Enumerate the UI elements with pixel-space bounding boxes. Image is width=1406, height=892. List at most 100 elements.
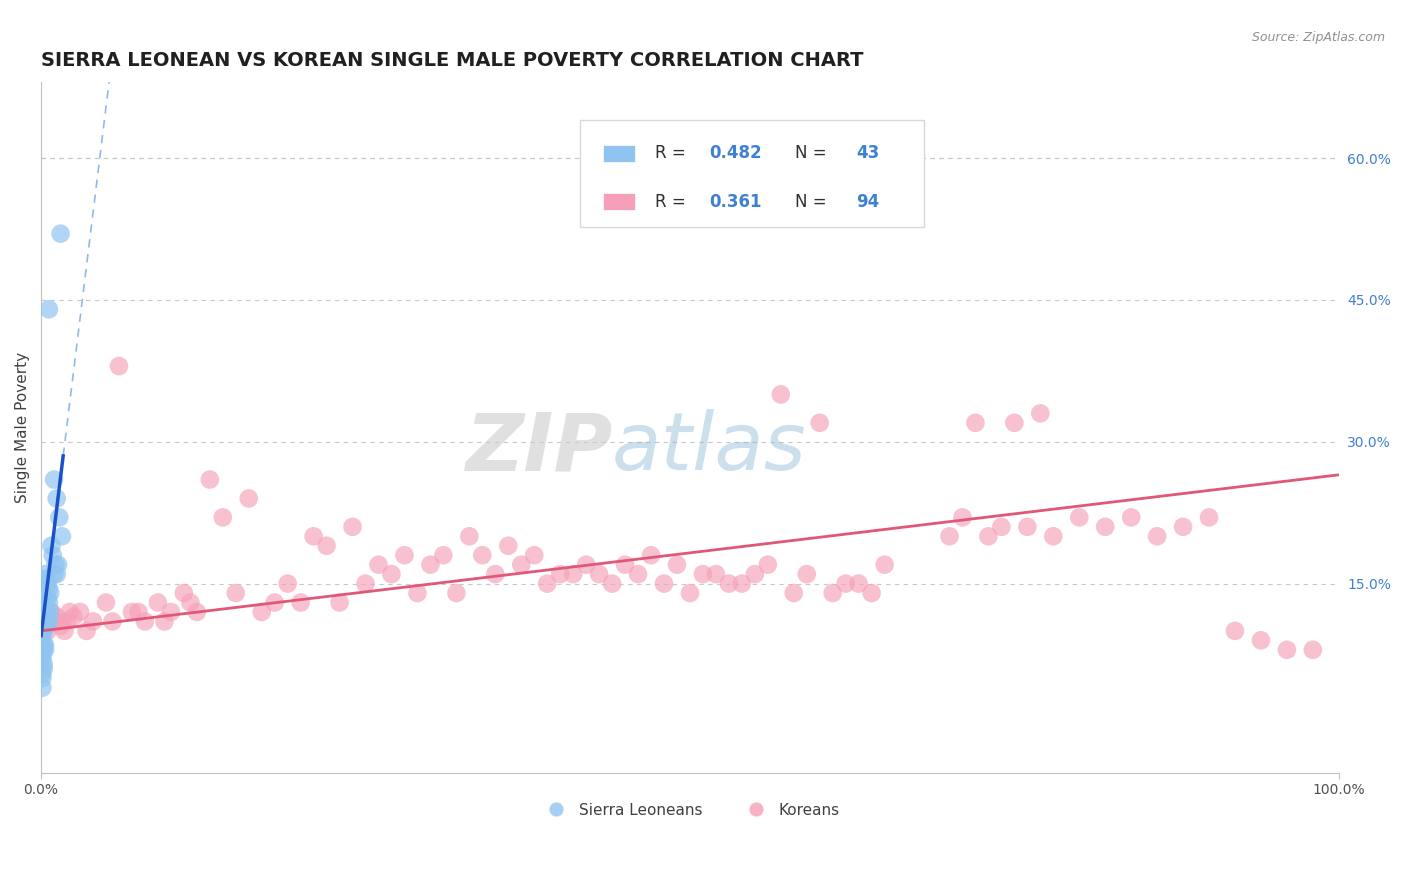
Point xyxy=(588,567,610,582)
Point xyxy=(446,586,468,600)
Text: SIERRA LEONEAN VS KOREAN SINGLE MALE POVERTY CORRELATION CHART: SIERRA LEONEAN VS KOREAN SINGLE MALE POV… xyxy=(41,51,863,70)
Point xyxy=(32,609,55,624)
Point xyxy=(53,624,76,638)
Point xyxy=(848,576,870,591)
Point xyxy=(1069,510,1091,524)
Legend: Sierra Leoneans, Koreans: Sierra Leoneans, Koreans xyxy=(534,797,845,824)
Point xyxy=(51,529,73,543)
Point xyxy=(938,529,960,543)
Point xyxy=(69,605,91,619)
Point xyxy=(101,615,124,629)
Point xyxy=(146,595,169,609)
Point xyxy=(31,666,53,681)
Point xyxy=(548,567,571,582)
Point xyxy=(1198,510,1220,524)
Point xyxy=(458,529,481,543)
Text: Source: ZipAtlas.com: Source: ZipAtlas.com xyxy=(1251,31,1385,45)
Point xyxy=(38,302,60,317)
Point xyxy=(225,586,247,600)
Point xyxy=(49,227,72,241)
Point xyxy=(37,624,59,638)
Point xyxy=(342,520,364,534)
Point xyxy=(769,387,792,401)
Point xyxy=(37,609,59,624)
Point xyxy=(692,567,714,582)
Point xyxy=(652,576,675,591)
Point xyxy=(32,662,55,676)
Point xyxy=(127,605,149,619)
Point xyxy=(94,595,117,609)
Point xyxy=(783,586,806,600)
Point xyxy=(1017,520,1039,534)
Text: R =: R = xyxy=(655,145,690,162)
Point xyxy=(277,576,299,591)
Point xyxy=(31,595,53,609)
Point xyxy=(39,586,62,600)
Point xyxy=(367,558,389,572)
Point xyxy=(263,595,285,609)
Point xyxy=(32,657,55,671)
Point xyxy=(432,548,454,562)
Point xyxy=(1223,624,1246,638)
Point xyxy=(498,539,520,553)
Point xyxy=(44,558,66,572)
Point xyxy=(290,595,312,609)
Point xyxy=(640,548,662,562)
Point xyxy=(1094,520,1116,534)
Point xyxy=(198,473,221,487)
Point xyxy=(34,638,56,652)
Point xyxy=(1146,529,1168,543)
Point xyxy=(37,591,59,605)
Point xyxy=(41,605,63,619)
Point xyxy=(35,600,58,615)
Text: 0.361: 0.361 xyxy=(710,193,762,211)
Point xyxy=(965,416,987,430)
Point xyxy=(679,586,702,600)
Point xyxy=(536,576,558,591)
Point xyxy=(45,491,67,506)
Point xyxy=(45,609,67,624)
Point xyxy=(523,548,546,562)
Y-axis label: Single Male Poverty: Single Male Poverty xyxy=(15,352,30,503)
Point xyxy=(406,586,429,600)
Point xyxy=(62,609,84,624)
Point xyxy=(134,615,156,629)
Point xyxy=(41,539,63,553)
Point xyxy=(39,605,62,619)
Point xyxy=(34,567,56,582)
Point xyxy=(1042,529,1064,543)
Point xyxy=(173,586,195,600)
Point xyxy=(562,567,585,582)
Point xyxy=(31,629,53,643)
Point xyxy=(354,576,377,591)
Point xyxy=(35,572,58,586)
Point xyxy=(627,567,650,582)
Point xyxy=(45,567,67,582)
Point xyxy=(31,605,53,619)
Point xyxy=(32,642,55,657)
Point xyxy=(394,548,416,562)
Point xyxy=(48,510,70,524)
Point xyxy=(821,586,844,600)
Point xyxy=(37,576,59,591)
Point xyxy=(31,652,53,666)
Point xyxy=(419,558,441,572)
Point xyxy=(153,615,176,629)
Point xyxy=(614,558,637,572)
Point xyxy=(329,595,352,609)
Point xyxy=(731,576,754,591)
Point xyxy=(1275,642,1298,657)
Point xyxy=(665,558,688,572)
Point xyxy=(575,558,598,572)
Point xyxy=(873,558,896,572)
Point xyxy=(1302,642,1324,657)
Point xyxy=(31,681,53,695)
Text: N =: N = xyxy=(794,145,832,162)
Point xyxy=(32,638,55,652)
Point xyxy=(977,529,1000,543)
Point xyxy=(32,619,55,633)
Text: 94: 94 xyxy=(856,193,879,211)
Point xyxy=(717,576,740,591)
Point xyxy=(34,642,56,657)
Point xyxy=(744,567,766,582)
